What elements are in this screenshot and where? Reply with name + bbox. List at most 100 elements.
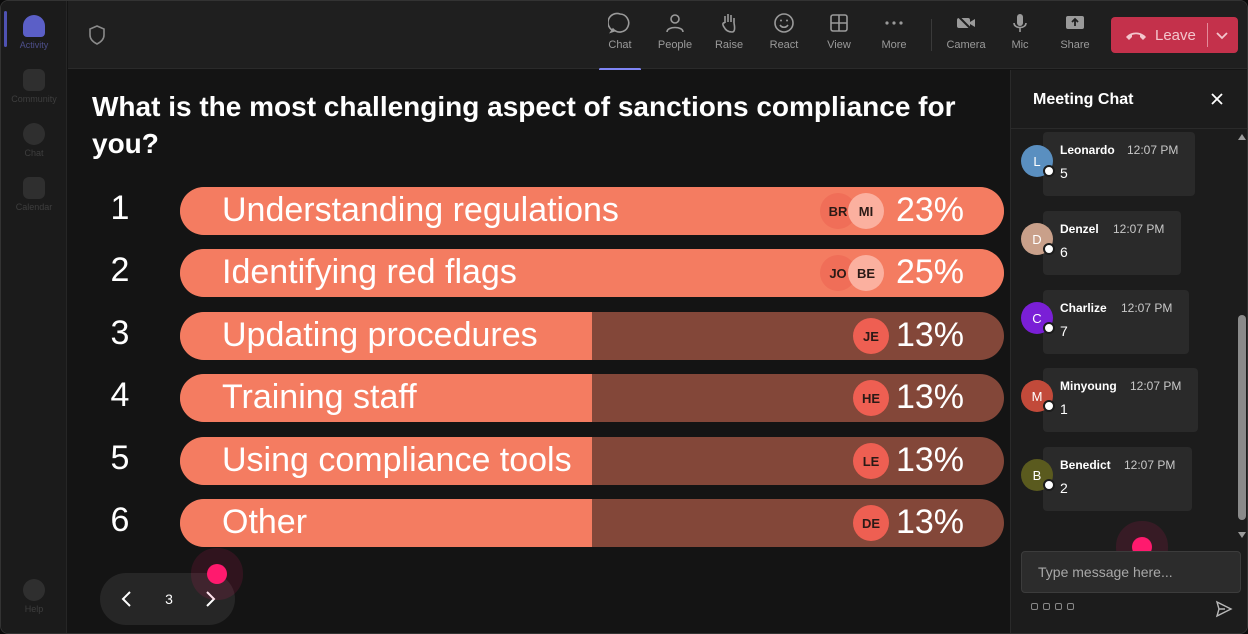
option-label: Understanding regulations xyxy=(222,191,619,229)
option-percent: 23% xyxy=(895,191,964,229)
rail-item-label: Community xyxy=(11,94,57,104)
option-number: 5 xyxy=(110,439,130,477)
emoji-icon[interactable] xyxy=(1055,603,1062,610)
people-button-label: People xyxy=(657,39,693,51)
poll-option-row[interactable]: 3 Updating procedures JE 13% xyxy=(68,312,1009,360)
rail-item-calendar[interactable]: Calendar xyxy=(1,169,67,219)
react-button[interactable]: React xyxy=(757,11,811,63)
message-author: Charlize xyxy=(1060,301,1107,315)
option-label: Training staff xyxy=(222,378,417,416)
poll-option-row[interactable]: 6 Other DE 13% xyxy=(68,499,1009,547)
message-time: 12:07 PM xyxy=(1121,301,1173,315)
people-button[interactable]: People xyxy=(648,11,702,63)
camera-off-icon xyxy=(956,14,975,33)
chat-message: Benedict 12:07 PM 2 xyxy=(1043,447,1192,511)
option-number: 6 xyxy=(110,501,130,539)
attach-icon[interactable] xyxy=(1043,603,1050,610)
bell-icon xyxy=(23,15,45,37)
microphone-icon xyxy=(1013,14,1027,32)
presence-indicator xyxy=(1043,243,1055,255)
presence-indicator xyxy=(1043,165,1055,177)
raise-button-label: Raise xyxy=(714,39,744,51)
poll-option-row[interactable]: 2 Identifying red flags JO BE 25% xyxy=(68,249,1009,297)
mic-button[interactable]: Mic xyxy=(993,11,1047,63)
voter-avatar: HE xyxy=(853,380,889,416)
pointer-highlight xyxy=(207,564,227,584)
close-icon[interactable] xyxy=(1209,91,1225,107)
chat-panel-title: Meeting Chat xyxy=(1033,91,1134,108)
option-bar: Training staff HE 13% xyxy=(180,374,1004,422)
avatar[interactable]: C xyxy=(1021,302,1053,334)
chat-button[interactable]: Chat xyxy=(593,11,647,71)
message-time: 12:07 PM xyxy=(1130,379,1182,393)
chat-icon xyxy=(608,12,630,34)
hang-up-icon xyxy=(1126,32,1146,40)
poll-option-row[interactable]: 4 Training staff HE 13% xyxy=(68,374,1009,422)
scroll-down-arrow[interactable] xyxy=(1238,532,1246,538)
message-author: Denzel xyxy=(1060,222,1099,236)
avatar[interactable]: L xyxy=(1021,145,1053,177)
option-percent: 13% xyxy=(895,441,964,479)
more-button[interactable]: More xyxy=(867,11,921,63)
shield-icon[interactable] xyxy=(88,25,106,45)
option-bar: Other DE 13% xyxy=(180,499,1004,547)
poll-option-row[interactable]: 1 Understanding regulations BR MI 23% xyxy=(68,187,1009,235)
message-time: 12:07 PM xyxy=(1127,143,1179,157)
chat-scrollbar[interactable] xyxy=(1237,132,1247,542)
rail-active-indicator xyxy=(4,11,7,47)
view-button-label: View xyxy=(827,39,851,51)
option-label: Updating procedures xyxy=(222,316,538,354)
gif-icon[interactable] xyxy=(1067,603,1074,610)
help-icon xyxy=(23,579,45,601)
option-bar: Using compliance tools LE 13% xyxy=(180,437,1004,485)
raise-hand-button[interactable]: Raise xyxy=(702,11,756,63)
camera-button-label: Camera xyxy=(946,39,986,51)
message-input[interactable] xyxy=(1022,552,1240,592)
leave-button[interactable]: Leave xyxy=(1111,17,1238,53)
meeting-chat-panel: Meeting Chat Leonardo 12:07 PM 5 L Denze… xyxy=(1010,70,1247,633)
option-percent: 13% xyxy=(895,316,964,354)
message-composer xyxy=(1021,551,1241,593)
message-time: 12:07 PM xyxy=(1113,222,1165,236)
chevron-left-icon[interactable] xyxy=(116,587,138,611)
message-time: 12:07 PM xyxy=(1124,458,1176,472)
option-bar: Understanding regulations BR MI 23% xyxy=(180,187,1004,235)
share-button-label: Share xyxy=(1060,39,1090,51)
rail-item-help[interactable]: Help xyxy=(1,571,67,621)
scroll-up-arrow[interactable] xyxy=(1238,134,1246,140)
format-toolbar xyxy=(1031,603,1074,610)
option-percent: 13% xyxy=(895,503,964,541)
send-icon[interactable] xyxy=(1215,600,1233,618)
message-text: 5 xyxy=(1060,165,1068,181)
voter-avatar: BE xyxy=(848,255,884,291)
option-bar: Updating procedures JE 13% xyxy=(180,312,1004,360)
page-number: 3 xyxy=(165,591,173,607)
option-label: Using compliance tools xyxy=(222,441,572,479)
voter-avatar: LE xyxy=(853,443,889,479)
format-icon[interactable] xyxy=(1031,603,1038,610)
calendar-icon xyxy=(23,177,45,199)
camera-button[interactable]: Camera xyxy=(939,11,993,63)
community-icon xyxy=(23,69,45,91)
option-bar-fill xyxy=(180,374,592,422)
voter-avatar: DE xyxy=(853,505,889,541)
people-icon xyxy=(666,14,684,33)
rail-item-activity[interactable]: Activity xyxy=(1,7,67,57)
rail-item-chat[interactable]: Chat xyxy=(1,115,67,165)
view-button[interactable]: View xyxy=(812,11,866,63)
option-number: 4 xyxy=(110,376,130,414)
chat-header-divider xyxy=(1011,128,1247,129)
rail-item-community[interactable]: Community xyxy=(1,61,67,111)
chat-button-label: Chat xyxy=(608,39,632,51)
chat-icon xyxy=(23,123,45,145)
chevron-down-icon[interactable] xyxy=(1215,28,1229,42)
message-author: Leonardo xyxy=(1060,143,1115,157)
poll-question: What is the most challenging aspect of s… xyxy=(92,91,956,159)
chevron-right-icon[interactable] xyxy=(199,587,221,611)
scroll-thumb[interactable] xyxy=(1238,315,1246,520)
rail-item-label: Chat xyxy=(24,148,44,158)
app-rail: Activity Community Chat Calendar Help xyxy=(1,1,67,633)
share-button[interactable]: Share xyxy=(1048,11,1102,63)
poll-option-row[interactable]: 5 Using compliance tools LE 13% xyxy=(68,437,1009,485)
